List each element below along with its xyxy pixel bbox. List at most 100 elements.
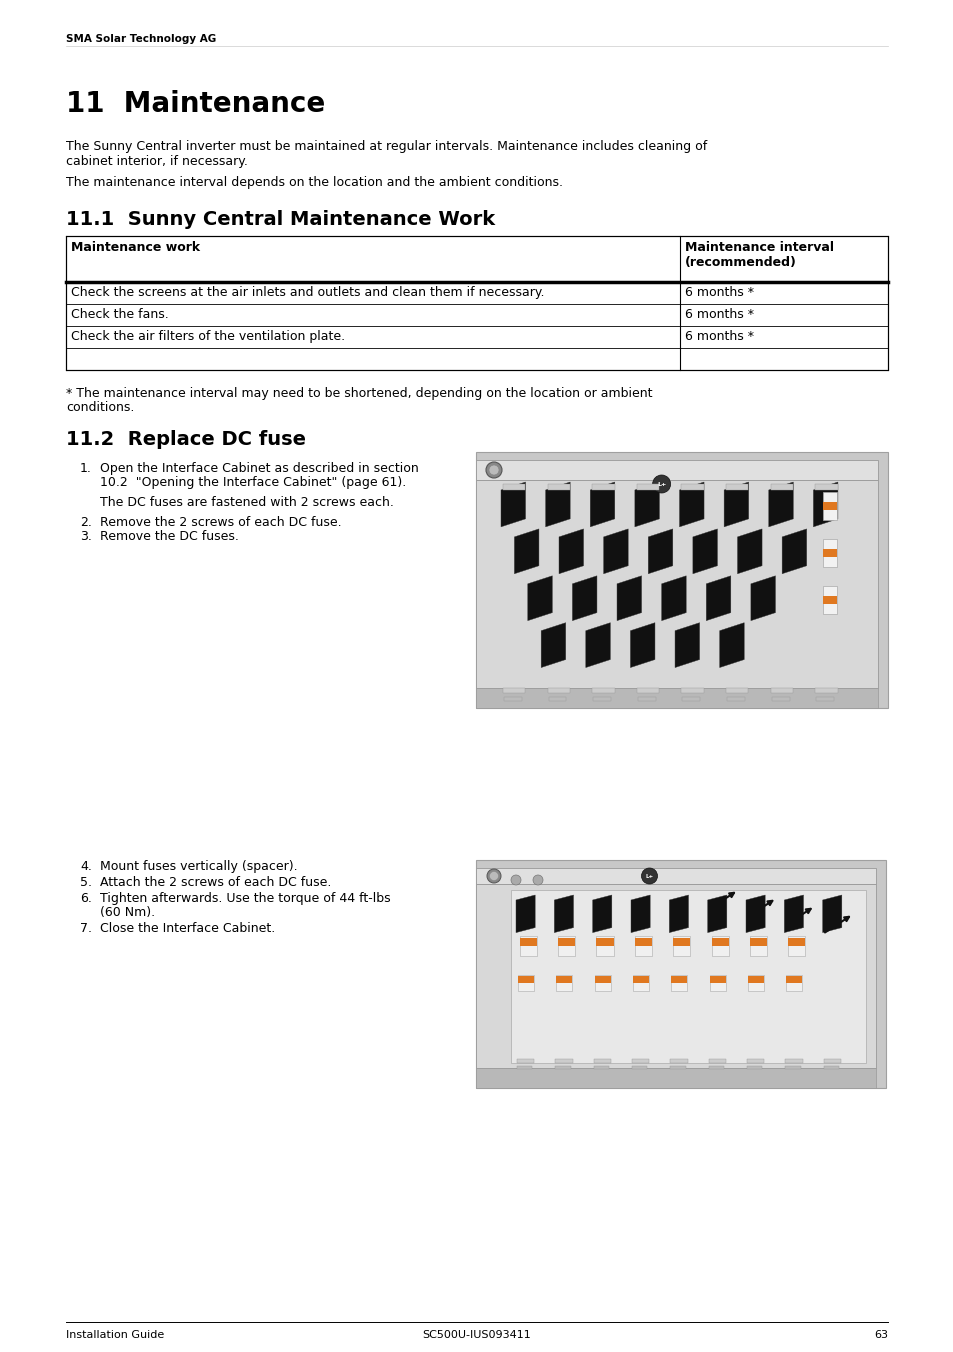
Bar: [725, 484, 748, 489]
Bar: [631, 1065, 647, 1069]
Polygon shape: [768, 483, 793, 527]
Bar: [680, 688, 703, 694]
Text: 7.: 7.: [80, 922, 91, 936]
Text: Tighten afterwards. Use the torque of 44 ft-lbs: Tighten afterwards. Use the torque of 44…: [100, 892, 390, 904]
Bar: [548, 698, 566, 700]
Polygon shape: [511, 890, 865, 1063]
Bar: [547, 484, 569, 489]
Text: 6 months *: 6 months *: [684, 287, 753, 299]
Text: 11  Maintenance: 11 Maintenance: [66, 91, 325, 118]
Polygon shape: [705, 576, 730, 621]
Bar: [556, 975, 572, 991]
Bar: [558, 937, 575, 945]
Polygon shape: [661, 576, 685, 621]
Bar: [711, 937, 728, 945]
Polygon shape: [821, 895, 841, 933]
Bar: [822, 1059, 840, 1063]
Text: conditions.: conditions.: [66, 402, 134, 414]
Bar: [632, 976, 648, 983]
Polygon shape: [737, 529, 761, 573]
Polygon shape: [545, 483, 570, 527]
Bar: [592, 484, 614, 489]
Bar: [519, 936, 537, 956]
Polygon shape: [558, 529, 583, 573]
Polygon shape: [634, 483, 659, 527]
Circle shape: [485, 462, 501, 479]
Polygon shape: [679, 483, 703, 527]
Text: * The maintenance interval may need to be shortened, depending on the location o: * The maintenance interval may need to b…: [66, 387, 652, 400]
Bar: [634, 936, 652, 956]
Bar: [555, 1065, 570, 1069]
Polygon shape: [745, 895, 764, 933]
Text: Attach the 2 screws of each DC fuse.: Attach the 2 screws of each DC fuse.: [100, 876, 331, 890]
Bar: [749, 937, 766, 945]
Circle shape: [652, 475, 670, 493]
Polygon shape: [514, 529, 538, 573]
Circle shape: [489, 465, 498, 475]
Bar: [593, 1065, 608, 1069]
Bar: [749, 936, 766, 956]
Circle shape: [511, 875, 520, 886]
Text: cabinet interior, if necessary.: cabinet interior, if necessary.: [66, 155, 248, 168]
Bar: [638, 698, 655, 700]
Text: 2.: 2.: [80, 516, 91, 529]
Polygon shape: [476, 452, 887, 708]
Bar: [503, 698, 521, 700]
Bar: [725, 688, 748, 694]
Bar: [670, 1059, 687, 1063]
Polygon shape: [590, 483, 614, 527]
Text: Remove the 2 screws of each DC fuse.: Remove the 2 screws of each DC fuse.: [100, 516, 341, 529]
Bar: [822, 596, 836, 604]
Bar: [784, 1065, 800, 1069]
Bar: [671, 975, 686, 991]
Text: L+: L+: [645, 873, 653, 879]
Text: 11.1  Sunny Central Maintenance Work: 11.1 Sunny Central Maintenance Work: [66, 210, 495, 228]
Polygon shape: [675, 623, 699, 668]
Bar: [593, 698, 611, 700]
Bar: [784, 1059, 801, 1063]
Bar: [785, 975, 801, 991]
Polygon shape: [630, 895, 650, 933]
Bar: [558, 936, 575, 956]
Text: The DC fuses are fastened with 2 screws each.: The DC fuses are fastened with 2 screws …: [100, 496, 394, 508]
Bar: [709, 976, 725, 983]
Bar: [594, 975, 610, 991]
Bar: [671, 976, 686, 983]
Bar: [670, 1065, 685, 1069]
Bar: [771, 698, 789, 700]
Bar: [708, 1065, 723, 1069]
Bar: [816, 698, 833, 700]
Polygon shape: [669, 895, 688, 933]
Bar: [502, 688, 525, 694]
Polygon shape: [572, 576, 597, 621]
Bar: [556, 976, 572, 983]
Polygon shape: [554, 895, 573, 933]
Text: 6 months *: 6 months *: [684, 308, 753, 320]
Text: 5.: 5.: [80, 876, 91, 890]
Polygon shape: [592, 895, 611, 933]
Bar: [66, 237, 887, 370]
Bar: [547, 688, 569, 694]
Circle shape: [489, 872, 498, 880]
Text: The maintenance interval depends on the location and the ambient conditions.: The maintenance interval depends on the …: [66, 176, 562, 189]
Polygon shape: [750, 576, 775, 621]
Bar: [787, 937, 804, 945]
Bar: [517, 1059, 534, 1063]
Text: The Sunny Central inverter must be maintained at regular intervals. Maintenance : The Sunny Central inverter must be maint…: [66, 141, 706, 153]
Text: 6.: 6.: [80, 892, 91, 904]
Polygon shape: [476, 868, 875, 884]
Text: Check the screens at the air inlets and outlets and clean them if necessary.: Check the screens at the air inlets and …: [71, 287, 544, 299]
Text: Remove the DC fuses.: Remove the DC fuses.: [100, 530, 238, 544]
Polygon shape: [781, 529, 806, 573]
Polygon shape: [783, 895, 802, 933]
Bar: [637, 484, 659, 489]
Text: Mount fuses vertically (spacer).: Mount fuses vertically (spacer).: [100, 860, 297, 873]
Polygon shape: [540, 623, 565, 668]
Bar: [785, 976, 801, 983]
Text: Close the Interface Cabinet.: Close the Interface Cabinet.: [100, 922, 275, 936]
Bar: [555, 1059, 572, 1063]
Bar: [770, 484, 792, 489]
Bar: [747, 976, 763, 983]
Text: 4.: 4.: [80, 860, 91, 873]
Bar: [822, 539, 836, 566]
